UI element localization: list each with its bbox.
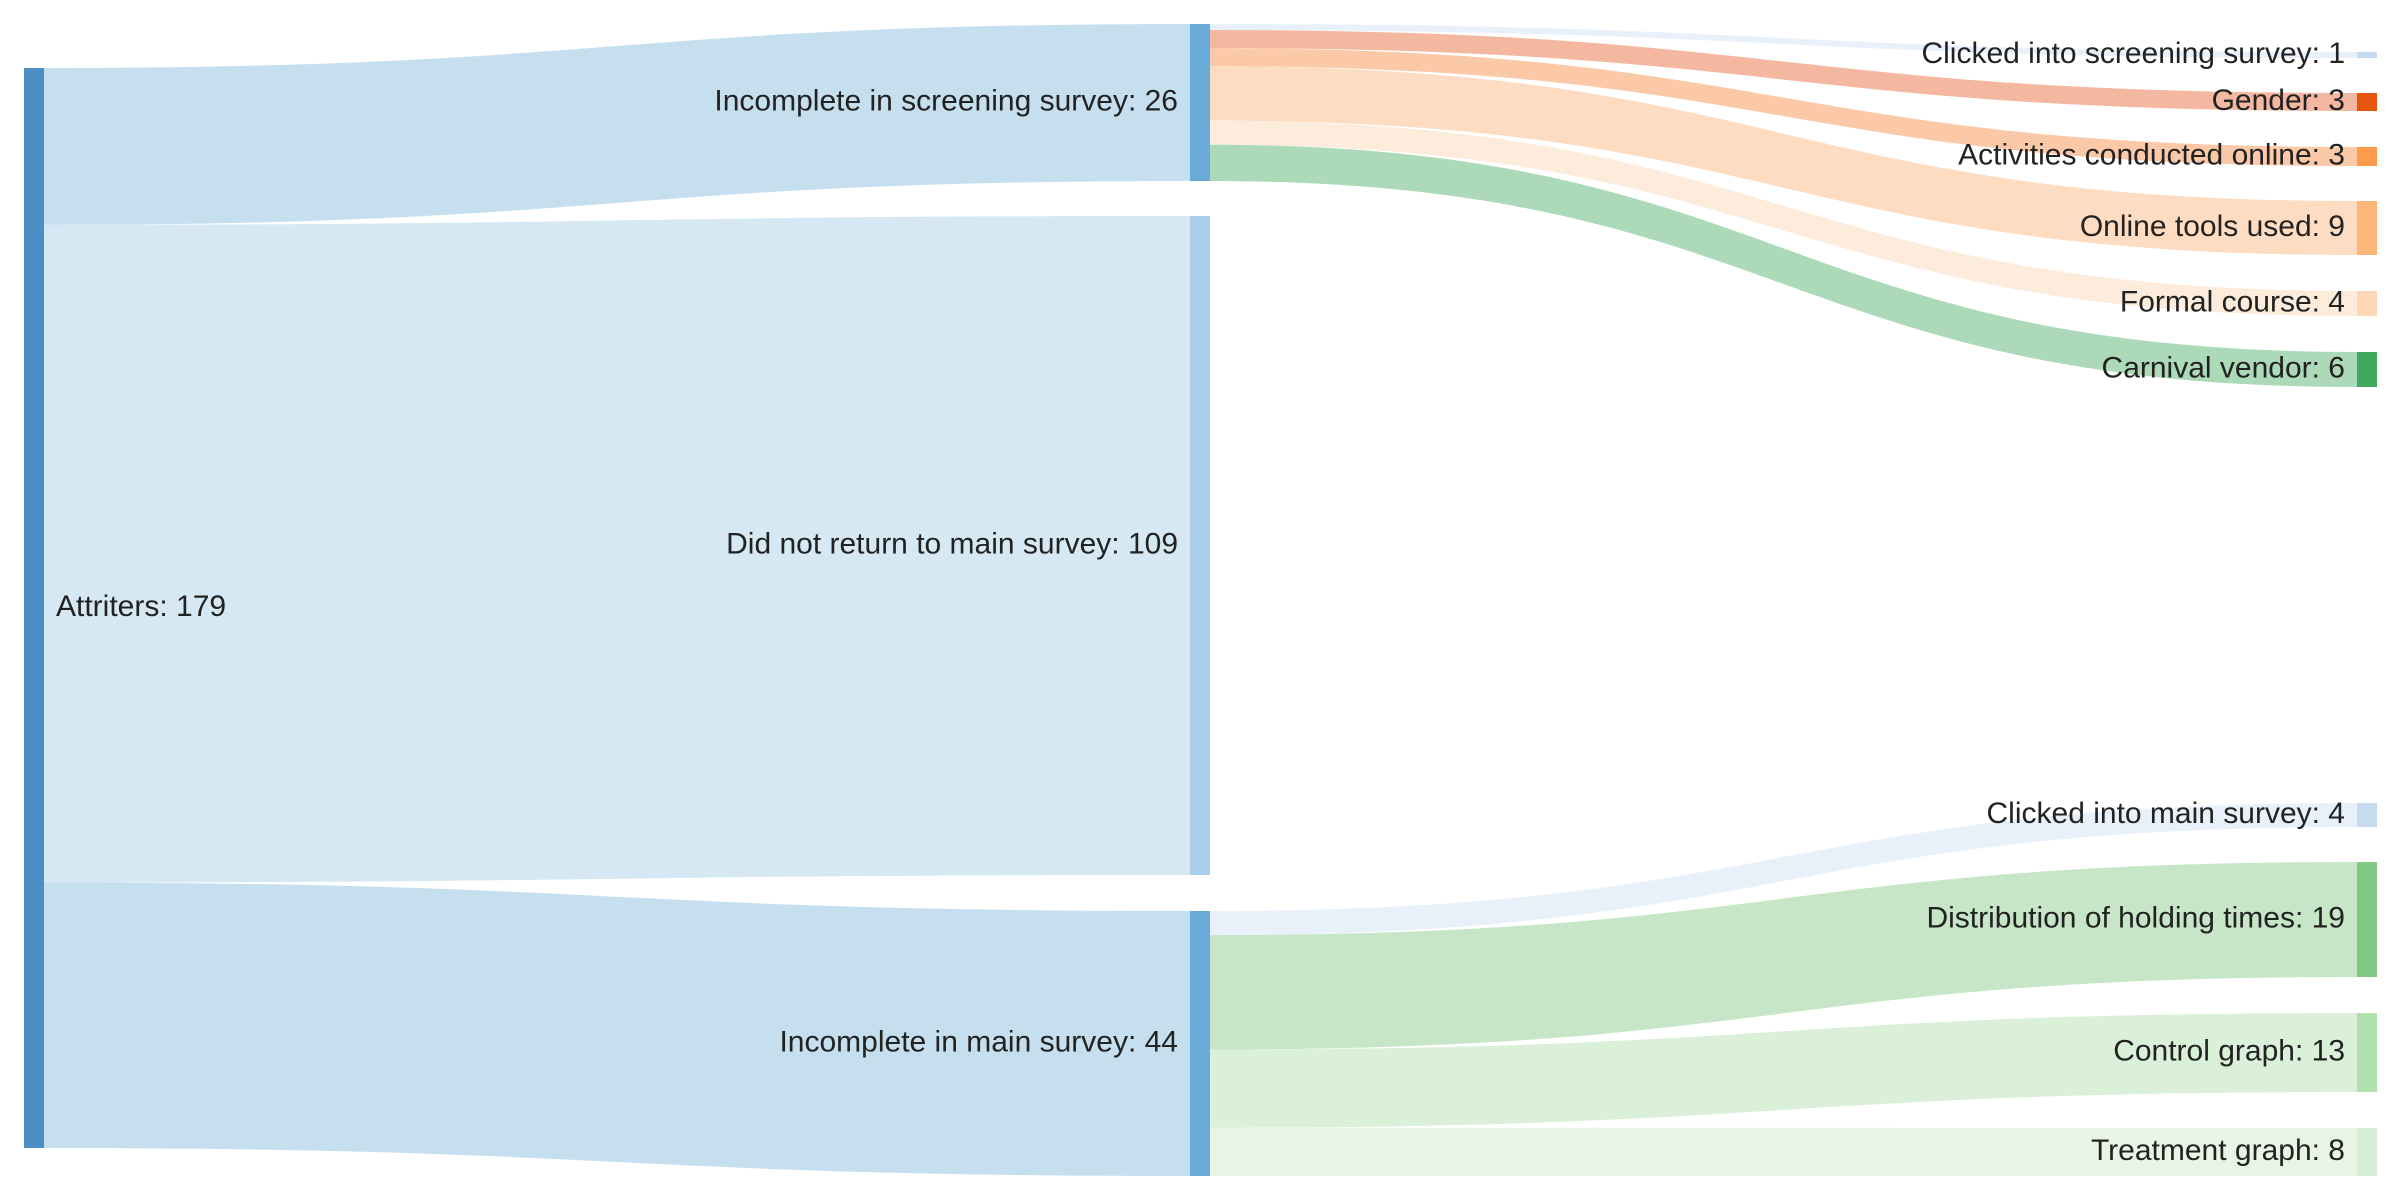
link-attriters-to-did-not-return xyxy=(44,216,1190,883)
link-incomplete-screening-to-online-tools xyxy=(1210,66,2357,256)
node-treatment-graph xyxy=(2357,1128,2377,1176)
node-formal-course xyxy=(2357,291,2377,316)
label-control-graph: Control graph: 13 xyxy=(2113,1034,2345,1067)
label-activities-online: Activities conducted online: 3 xyxy=(1958,138,2345,171)
link-incomplete-screening-to-formal-course xyxy=(1210,120,2357,316)
node-gender xyxy=(2357,93,2377,111)
link-incomplete-main-to-clicked-main xyxy=(1210,803,2357,936)
nodes-layer xyxy=(24,24,2377,1176)
node-incomplete-main xyxy=(1190,911,1210,1176)
link-incomplete-screening-to-activities-online xyxy=(1210,48,2357,166)
link-incomplete-screening-to-carnival-vendor xyxy=(1210,144,2357,387)
label-clicked-screening: Clicked into screening survey: 1 xyxy=(1921,37,2345,70)
labels-layer: Attriters: 179 Incomplete in screening su… xyxy=(56,37,2345,1167)
label-incomplete-screening: Incomplete in screening survey: 26 xyxy=(714,84,1178,117)
label-incomplete-main: Incomplete in main survey: 44 xyxy=(779,1025,1178,1058)
node-control-graph xyxy=(2357,1013,2377,1092)
node-carnival-vendor xyxy=(2357,352,2377,387)
node-clicked-main xyxy=(2357,803,2377,827)
node-holding-times xyxy=(2357,862,2377,977)
links-layer xyxy=(44,24,2357,1176)
label-holding-times: Distribution of holding times: 19 xyxy=(1926,901,2345,934)
link-attriters-to-incomplete-screening xyxy=(44,24,1190,225)
label-did-not-return: Did not return to main survey: 109 xyxy=(726,527,1178,560)
node-incomplete-screening xyxy=(1190,24,1210,181)
node-did-not-return xyxy=(1190,216,1210,875)
label-attriters: Attriters: 179 xyxy=(56,590,226,623)
label-treatment-graph: Treatment graph: 8 xyxy=(2091,1134,2345,1167)
link-incomplete-main-to-control-graph xyxy=(1210,1013,2357,1128)
link-incomplete-main-to-treatment-graph xyxy=(1210,1127,2357,1176)
node-activities-online xyxy=(2357,147,2377,166)
link-attriters-to-incomplete-main xyxy=(44,882,1190,1176)
node-online-tools xyxy=(2357,201,2377,255)
node-attriters xyxy=(24,68,44,1148)
label-formal-course: Formal course: 4 xyxy=(2120,285,2345,318)
label-gender: Gender: 3 xyxy=(2212,84,2345,117)
label-clicked-main: Clicked into main survey: 4 xyxy=(1987,797,2345,830)
label-online-tools: Online tools used: 9 xyxy=(2080,210,2345,243)
label-carnival-vendor: Carnival vendor: 6 xyxy=(2102,351,2345,384)
link-incomplete-screening-to-gender xyxy=(1210,30,2357,112)
link-incomplete-main-to-holding-times xyxy=(1210,862,2357,1050)
link-incomplete-screening-to-clicked-screening xyxy=(1210,24,2357,58)
node-clicked-screening xyxy=(2357,52,2377,58)
